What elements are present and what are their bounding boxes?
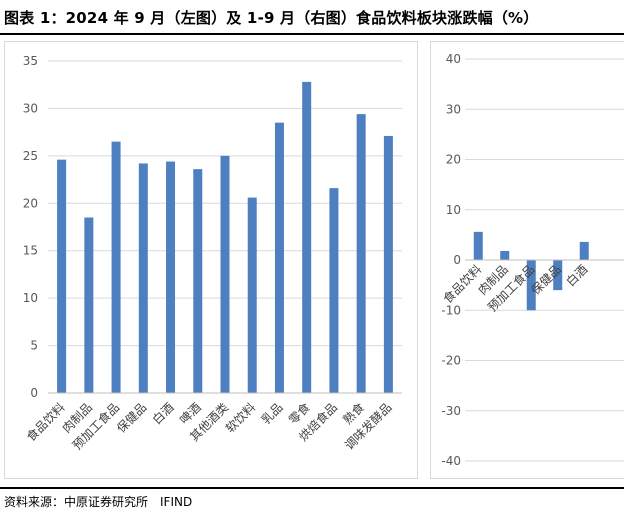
bar — [193, 169, 203, 393]
top-rule — [0, 33, 624, 35]
bar — [166, 161, 176, 393]
y-tick-label: 10 — [23, 291, 38, 305]
bar — [553, 260, 563, 291]
bar — [302, 81, 312, 393]
y-tick-label: 30 — [23, 101, 38, 115]
bar — [473, 231, 483, 260]
bar — [329, 188, 339, 393]
y-tick-label: 35 — [23, 54, 38, 68]
y-tick-label: 10 — [446, 203, 461, 217]
bar — [274, 122, 284, 394]
y-tick-label: -20 — [441, 354, 461, 368]
bars — [473, 231, 589, 311]
y-axis: -40 -30 -20 -10 0 10 20 30 40 — [441, 52, 461, 468]
y-axis: 0 5 10 15 20 25 30 35 — [23, 54, 38, 400]
x-tick-label: 保健品 — [114, 400, 149, 435]
y-tick-label: -30 — [441, 404, 461, 418]
bar — [500, 250, 510, 260]
x-tick-label: 乳品 — [259, 400, 286, 427]
x-tick-label: 食品饮料 — [23, 400, 68, 445]
source-note: 资料来源：中原证券研究所 IFIND — [4, 495, 193, 509]
y-tick-label: 0 — [453, 253, 461, 267]
y-tick-label: 20 — [446, 153, 461, 167]
y-tick-label: 5 — [30, 339, 38, 353]
y-tick-label: 15 — [23, 244, 38, 258]
bar — [383, 135, 393, 393]
y-tick-label: 0 — [30, 386, 38, 400]
x-tick-label: 软饮料 — [223, 400, 258, 435]
figure-title: 图表 1：2024 年 9 月（左图）及 1-9 月（右图）食品饮料板块涨跌幅（… — [4, 9, 539, 27]
bar — [138, 163, 148, 393]
bar — [247, 197, 257, 393]
left-chart-panel: 0 5 10 15 20 25 30 35 食品饮料 肉制品 预加工食品 保健品 白酒 啤酒 其他酒类 软饮料… — [4, 41, 418, 479]
x-tick-label: 白酒 — [563, 262, 591, 290]
y-tick-label: 25 — [23, 149, 38, 163]
y-tick-label: 30 — [446, 102, 461, 116]
bar — [111, 141, 121, 393]
y-tick-label: -10 — [441, 303, 461, 317]
bottom-rule — [0, 487, 624, 489]
bar — [356, 114, 366, 394]
y-tick-label: 40 — [446, 52, 461, 66]
bar — [220, 155, 230, 393]
x-tick-label: 白酒 — [149, 400, 177, 428]
x-tick-label: 食品饮料 — [440, 262, 485, 307]
right-chart-panel: -40 -30 -20 -10 0 10 20 30 40 食品饮料 肉制品 预加工食品 保健品 白酒 — [430, 41, 624, 479]
y-tick-label: 20 — [23, 196, 38, 210]
y-tick-label: -40 — [441, 454, 461, 468]
bar — [579, 241, 589, 260]
bar — [526, 260, 536, 311]
bar — [84, 217, 94, 393]
bars — [57, 81, 393, 394]
bar — [57, 159, 67, 393]
